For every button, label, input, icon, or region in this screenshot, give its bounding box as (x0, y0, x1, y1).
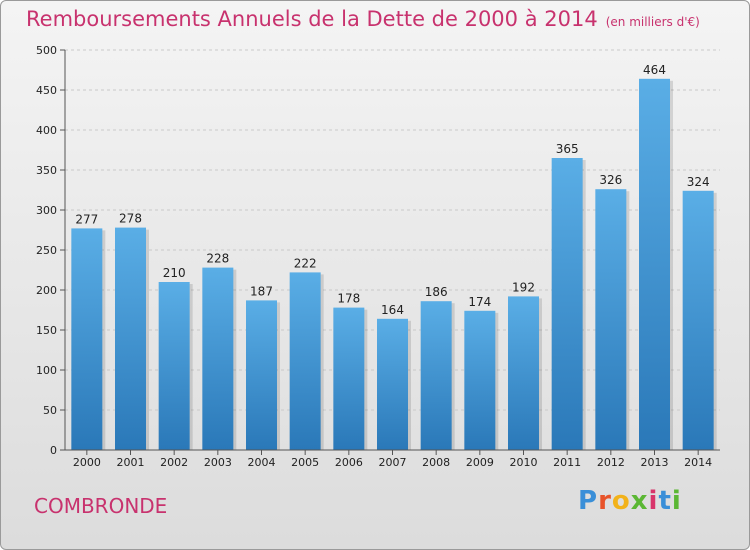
y-tick-label: 400 (36, 124, 57, 137)
bar-value-label: 326 (599, 173, 622, 187)
bar-value-label: 277 (75, 212, 98, 226)
x-tick-label: 2011 (553, 456, 581, 469)
x-tick-label: 2005 (291, 456, 319, 469)
y-tick-label: 250 (36, 244, 57, 257)
logo-letter: r (598, 486, 612, 516)
logo-letter: i (648, 486, 659, 516)
bar (246, 300, 277, 450)
bar-value-label: 278 (119, 212, 142, 226)
x-tick-label: 2012 (597, 456, 625, 469)
logo-letter: t (658, 486, 672, 516)
x-tick-label: 2003 (204, 456, 232, 469)
x-tick-label: 2006 (335, 456, 363, 469)
logo-letter: P (578, 486, 599, 516)
bar-value-label: 178 (337, 292, 360, 306)
bar-value-label: 187 (250, 284, 273, 298)
bar (289, 272, 321, 450)
y-tick-label: 100 (36, 364, 57, 377)
y-tick-label: 450 (36, 84, 57, 97)
bar-value-label: 228 (206, 252, 229, 266)
bar (115, 227, 146, 450)
bar (333, 307, 365, 450)
logo-letter: o (611, 486, 631, 516)
y-tick-label: 200 (36, 284, 57, 297)
x-tick-label: 2014 (684, 456, 712, 469)
bar-value-label: 186 (425, 285, 448, 299)
bar-value-label: 164 (381, 303, 404, 317)
bar-value-label: 464 (643, 63, 666, 77)
x-tick-label: 2004 (248, 456, 276, 469)
bar-value-label: 210 (163, 266, 186, 280)
bar (420, 301, 452, 450)
chart-title: Remboursements Annuels de la Dette de 20… (26, 7, 700, 31)
y-tick-label: 150 (36, 324, 57, 337)
bar (682, 190, 714, 451)
bar (158, 282, 190, 450)
bar (595, 189, 627, 450)
bar-value-label: 365 (556, 142, 579, 156)
bar-value-label: 324 (687, 175, 710, 189)
logo-letter: i (671, 486, 682, 516)
bar (71, 228, 103, 450)
y-tick-label: 300 (36, 204, 57, 217)
bar (551, 158, 583, 450)
x-tick-label: 2007 (379, 456, 407, 469)
y-tick-label: 350 (36, 164, 57, 177)
bar (202, 267, 234, 450)
x-tick-label: 2009 (466, 456, 494, 469)
x-tick-label: 2008 (422, 456, 450, 469)
bar (377, 318, 408, 450)
x-tick-label: 2000 (73, 456, 101, 469)
chart-title-text: Remboursements Annuels de la Dette de 20… (26, 7, 598, 31)
bar (464, 310, 496, 450)
bar (639, 78, 670, 451)
x-tick-label: 2013 (641, 456, 669, 469)
town-name: COMBRONDE (34, 494, 168, 518)
bar-value-label: 192 (512, 280, 535, 294)
y-tick-label: 0 (50, 444, 57, 457)
bar-value-label: 174 (468, 295, 491, 309)
x-tick-label: 2010 (510, 456, 538, 469)
bar (508, 296, 539, 450)
proxiti-logo: Proxiti (578, 486, 682, 516)
logo-letter: x (630, 486, 649, 516)
chart-subtitle: (en milliers d'€) (605, 15, 700, 29)
x-tick-label: 2002 (160, 456, 188, 469)
y-tick-label: 50 (43, 404, 57, 417)
y-tick-label: 500 (36, 44, 57, 57)
x-tick-label: 2001 (117, 456, 145, 469)
bar-value-label: 222 (294, 256, 317, 270)
